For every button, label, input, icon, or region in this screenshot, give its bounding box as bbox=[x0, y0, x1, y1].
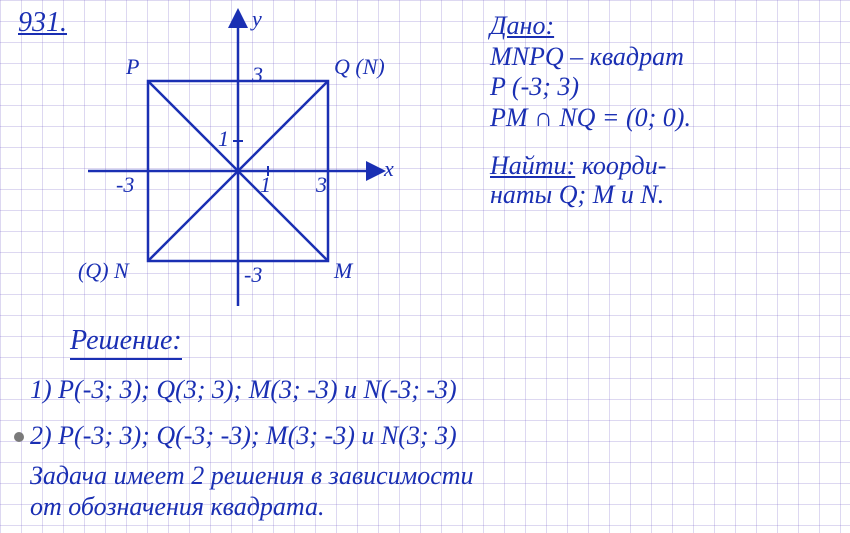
tick-y-one: 1 bbox=[218, 126, 229, 152]
tick-x-one: 1 bbox=[260, 172, 271, 198]
solution-line-1: 1) P(-3; 3); Q(3; 3); M(3; -3) и N(-3; -… bbox=[30, 376, 457, 405]
conclusion-l2: от обозначения квадрата. bbox=[30, 492, 324, 521]
coordinate-diagram: y x 3 1 1 -3 3 -3 P Q (N) M (Q) N bbox=[58, 6, 418, 316]
vertex-M: M bbox=[334, 258, 352, 284]
find-rest2: наты Q; M и N. bbox=[490, 180, 664, 209]
tick-x-pos3: 3 bbox=[316, 172, 327, 198]
given-block: Дано: MNPQ – квадрат P (-3; 3) PM ∩ NQ =… bbox=[490, 12, 691, 134]
given-l1: MNPQ – квадрат bbox=[490, 43, 691, 72]
vertex-P: P bbox=[126, 54, 139, 80]
find-title: Найти: bbox=[490, 151, 575, 180]
given-title: Дано: bbox=[490, 12, 691, 41]
given-l2: P (-3; 3) bbox=[490, 73, 691, 102]
find-rest1: коорди- bbox=[582, 151, 667, 180]
conclusion: Задача имеет 2 решения в зависимости от … bbox=[30, 460, 830, 522]
conclusion-l1: Задача имеет 2 решения в зависимости bbox=[30, 461, 474, 490]
vertex-Q: Q (N) bbox=[334, 54, 385, 80]
vertex-N: (Q) N bbox=[78, 258, 129, 284]
solution-line-2: 2) P(-3; 3); Q(-3; -3); M(3; -3) и N(3; … bbox=[30, 422, 457, 451]
tick-y-pos3: 3 bbox=[252, 62, 263, 88]
punch-hole bbox=[14, 432, 24, 442]
solution-header: Решение: bbox=[70, 326, 182, 360]
tick-y-neg3: -3 bbox=[244, 262, 262, 288]
find-block: Найти: коорди- наты Q; M и N. bbox=[490, 152, 666, 209]
given-l3: PM ∩ NQ = (0; 0). bbox=[490, 104, 691, 133]
y-axis-label: y bbox=[252, 6, 262, 32]
tick-x-neg3: -3 bbox=[116, 172, 134, 198]
x-axis-label: x bbox=[384, 156, 394, 182]
